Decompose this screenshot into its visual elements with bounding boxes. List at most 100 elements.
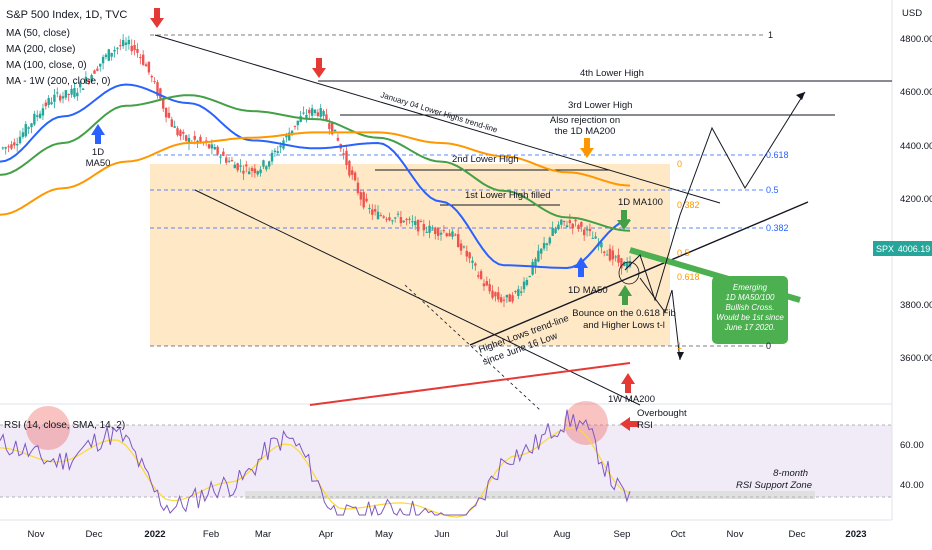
- indicator-ma100[interactable]: MA (100, close, 0): [6, 60, 87, 71]
- candle: [425, 226, 428, 234]
- candle: [471, 256, 474, 270]
- candle: [150, 74, 153, 83]
- candle: [207, 143, 211, 150]
- candle: [534, 257, 537, 274]
- candle: [594, 232, 597, 239]
- candle: [319, 103, 322, 119]
- candle: [385, 217, 388, 223]
- candle: [90, 73, 93, 84]
- candle: [614, 254, 617, 262]
- candle: [608, 244, 612, 262]
- candle: [459, 239, 463, 255]
- candle: [310, 104, 314, 120]
- candle: [101, 54, 105, 70]
- candle: [119, 39, 122, 51]
- callout-box: [712, 276, 788, 344]
- lower-high-4-label: 4th Lower High: [580, 68, 644, 79]
- candle: [434, 226, 437, 240]
- lower-high-3-label: 3rd Lower High: [568, 100, 632, 111]
- candle: [24, 121, 27, 138]
- candle: [81, 87, 85, 91]
- candle: [73, 82, 76, 99]
- candle: [359, 190, 363, 206]
- price-tick-4200: 4200.00: [900, 194, 932, 205]
- symbol-tag: [873, 241, 897, 256]
- candle: [617, 248, 620, 267]
- candle: [273, 148, 277, 157]
- fib-box-05: 0.5: [677, 248, 690, 258]
- candle: [402, 220, 405, 223]
- candle: [431, 225, 434, 231]
- price-tick-4800: 4800.00: [900, 34, 932, 45]
- fib-right-0618: 0.618: [766, 150, 789, 160]
- candle: [330, 122, 334, 136]
- rsi-band: [0, 425, 892, 497]
- rsi-line: [0, 409, 631, 517]
- candle: [508, 293, 511, 302]
- rsi-overbought-circle-1: [26, 406, 70, 450]
- candle: [305, 108, 308, 123]
- candle: [87, 78, 90, 86]
- rsi-ma-line: [0, 426, 631, 518]
- candle: [519, 286, 523, 297]
- rsi-indicator-label[interactable]: RSI (14, close, SMA, 14, 2): [4, 420, 125, 431]
- lower-highs-trendline: [154, 34, 721, 204]
- candle: [110, 52, 113, 61]
- candle: [7, 144, 10, 153]
- candle: [462, 245, 466, 249]
- candle: [265, 165, 268, 172]
- candle: [545, 242, 549, 251]
- red-up-arrow: [621, 373, 635, 393]
- candle: [104, 52, 108, 60]
- candle: [537, 244, 540, 263]
- candle: [182, 129, 185, 140]
- rejection-label-1: Also rejection on: [550, 115, 620, 126]
- candle: [41, 103, 45, 120]
- time-label-dec: Dec: [86, 529, 103, 540]
- indicator-ma200[interactable]: MA (200, close): [6, 44, 75, 55]
- candle: [116, 46, 119, 55]
- fib-box-0: 0: [677, 159, 682, 169]
- candle: [554, 226, 557, 235]
- candle: [591, 231, 594, 239]
- indicator-ma200w[interactable]: MA - 1W (200, close, 0): [6, 76, 110, 87]
- time-label-feb: Feb: [203, 529, 219, 540]
- candle: [233, 161, 237, 169]
- candle: [405, 217, 408, 226]
- candle: [491, 285, 494, 300]
- price-axis-unit: USD: [902, 8, 922, 19]
- fib-box-1: 1: [677, 341, 682, 351]
- indicator-ma50[interactable]: MA (50, close): [6, 28, 70, 39]
- price-tick-3600: 3600.00: [900, 353, 932, 364]
- time-label-2022: 2022: [144, 529, 165, 540]
- candle: [565, 220, 569, 228]
- candle: [351, 166, 354, 180]
- candle: [336, 133, 340, 142]
- candle: [236, 162, 239, 173]
- candle: [121, 34, 125, 49]
- candle: [396, 210, 400, 218]
- candles-group: [1, 34, 632, 308]
- candle: [325, 108, 328, 122]
- candle: [603, 250, 606, 257]
- candle: [113, 46, 116, 58]
- candle: [164, 107, 168, 123]
- candle: [267, 160, 271, 170]
- candle: [21, 127, 25, 139]
- candle: [611, 245, 615, 266]
- fib-right-0382: 0.382: [766, 223, 789, 233]
- candle: [270, 149, 274, 165]
- candle: [373, 204, 377, 216]
- candle: [353, 171, 357, 182]
- candle: [502, 296, 506, 308]
- time-label-jul: Jul: [496, 529, 508, 540]
- time-label-oct: Oct: [671, 529, 686, 540]
- candle: [580, 221, 583, 232]
- candle: [239, 159, 242, 173]
- candle: [262, 159, 265, 170]
- candle: [253, 164, 257, 178]
- bounce-label-2: and Higher Lows t-l: [583, 320, 665, 331]
- ma200w-label: 1W MA200: [608, 394, 655, 405]
- candle: [136, 43, 139, 58]
- candle: [348, 159, 351, 178]
